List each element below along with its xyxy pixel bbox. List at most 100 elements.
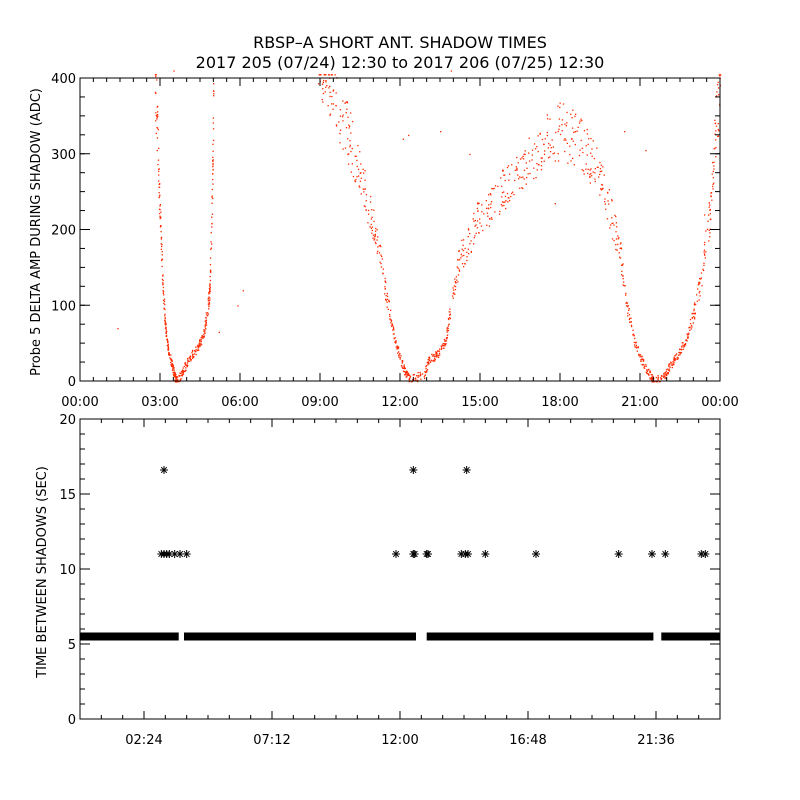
amp-point — [356, 176, 358, 178]
amp-point — [374, 238, 376, 240]
amp-point — [155, 74, 157, 76]
amp-point — [434, 355, 437, 357]
amp-point — [536, 163, 538, 165]
amp-point — [403, 364, 405, 366]
amp-point — [566, 142, 568, 144]
amp-point — [521, 157, 523, 159]
amp-point — [427, 361, 429, 363]
amp-point — [703, 251, 705, 253]
amp-point — [381, 258, 383, 260]
amp-point — [477, 202, 479, 204]
amp-point — [407, 372, 409, 374]
amp-point — [669, 363, 671, 365]
amp-point — [688, 327, 690, 329]
amp-point — [619, 243, 622, 245]
amp-point — [204, 331, 206, 333]
amp-point — [454, 280, 456, 283]
amp-point — [688, 333, 690, 336]
amp-point — [661, 375, 663, 378]
amp-point — [504, 179, 506, 182]
amp-point — [482, 229, 484, 232]
amp-point — [207, 313, 209, 315]
amp-point — [585, 145, 587, 147]
amp-point — [374, 235, 376, 237]
amp-point — [198, 342, 200, 344]
amp-point — [574, 144, 576, 146]
amp-point — [685, 339, 687, 341]
amp-point — [373, 220, 375, 223]
amp-point — [186, 364, 188, 366]
amp-point — [703, 249, 706, 251]
amp-point — [657, 375, 659, 377]
amp-point — [601, 170, 603, 172]
amp-point — [715, 156, 717, 158]
amp-point — [617, 243, 619, 246]
amp-point — [457, 259, 459, 261]
amp-point — [335, 124, 338, 126]
amp-point — [708, 240, 710, 242]
amp-point — [600, 164, 602, 166]
amp-point — [420, 378, 422, 380]
amp-point — [319, 74, 322, 76]
amp-point — [611, 238, 614, 240]
amp-point — [391, 325, 393, 327]
amp-point — [596, 147, 598, 149]
amp-point — [511, 192, 513, 195]
amp-point — [398, 351, 400, 353]
amp-point — [164, 319, 166, 321]
amp-point — [714, 133, 716, 135]
amp-point — [490, 206, 492, 209]
amp-point — [171, 363, 173, 365]
amp-point — [680, 348, 682, 350]
amp-point — [587, 172, 589, 175]
amp-point — [681, 342, 683, 344]
amp-point — [204, 332, 206, 334]
amp-point — [499, 210, 501, 213]
amp-point — [176, 379, 178, 381]
amp-point — [606, 218, 609, 220]
bottom-plot-marks — [80, 466, 720, 641]
amp-point — [659, 377, 662, 379]
amp-point — [582, 170, 585, 172]
amp-point — [386, 306, 388, 308]
amp-point — [457, 274, 460, 276]
amp-point — [159, 215, 161, 217]
amp-point — [594, 168, 596, 170]
amp-point — [175, 373, 177, 376]
amp-point — [570, 138, 573, 140]
amp-point — [633, 341, 635, 344]
amp-point — [335, 104, 337, 107]
amp-point — [192, 354, 194, 356]
amp-point — [549, 151, 552, 153]
amp-point — [195, 349, 197, 351]
amp-point — [645, 371, 647, 373]
amp-point — [445, 338, 448, 340]
amp-point — [395, 342, 397, 344]
amp-point — [476, 207, 478, 210]
amp-point — [715, 146, 717, 149]
amp-point — [698, 299, 700, 301]
amp-point — [162, 274, 164, 276]
amp-point — [459, 259, 461, 261]
amp-point — [466, 259, 468, 262]
amp-point — [328, 87, 330, 89]
amp-point — [599, 194, 601, 196]
amp-point — [715, 139, 717, 141]
amp-point — [442, 343, 444, 345]
amp-point — [578, 122, 581, 124]
amp-point — [166, 331, 168, 333]
amp-point — [185, 367, 187, 369]
amp-point — [645, 150, 647, 152]
amp-point — [329, 113, 332, 115]
amp-point — [653, 381, 656, 383]
amp-point — [425, 368, 427, 370]
amp-point — [213, 90, 215, 93]
amp-point — [452, 292, 454, 294]
amp-point — [356, 165, 358, 168]
amp-point — [410, 381, 412, 383]
amp-point — [448, 318, 450, 321]
amp-point — [179, 372, 181, 374]
amp-point — [157, 105, 159, 108]
amp-point — [173, 371, 175, 373]
amp-point — [182, 367, 184, 369]
